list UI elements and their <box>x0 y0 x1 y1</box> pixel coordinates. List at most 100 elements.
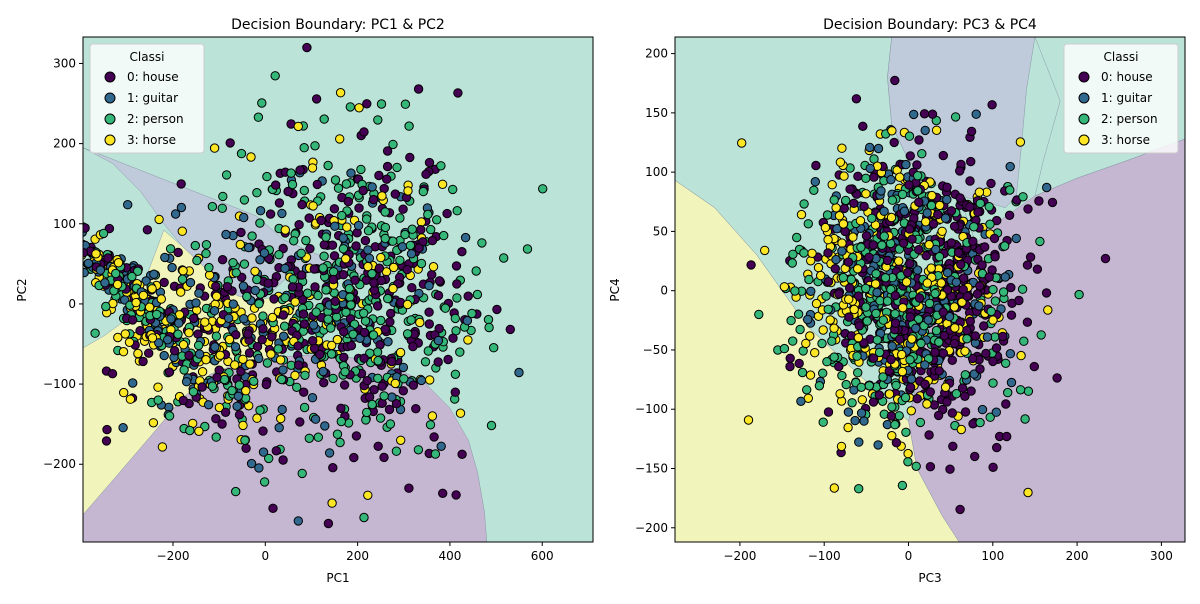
data-point <box>398 362 409 373</box>
data-point <box>911 461 921 471</box>
legend-marker-guitar <box>1078 92 1090 104</box>
data-point <box>448 333 458 343</box>
data-point <box>925 387 935 397</box>
data-point <box>176 202 187 213</box>
data-point <box>950 112 961 122</box>
data-point <box>339 327 349 337</box>
data-point <box>376 99 387 109</box>
data-point <box>244 242 254 253</box>
data-point <box>974 187 985 197</box>
data-point <box>259 248 270 258</box>
data-point <box>101 436 112 446</box>
data-point <box>113 258 124 268</box>
data-point <box>1000 272 1010 282</box>
data-point <box>430 449 441 459</box>
data-point <box>222 282 233 292</box>
data-point <box>848 232 858 242</box>
data-point <box>805 331 815 341</box>
data-point <box>986 178 996 189</box>
legend-marker-person <box>1078 113 1090 125</box>
data-point <box>972 289 983 299</box>
data-point <box>280 263 290 274</box>
data-point <box>299 387 309 397</box>
data-point <box>906 374 917 384</box>
data-point <box>853 333 864 343</box>
chart-pc1-pc2: −200 0 200 400 600 −200 −100 0 100 200 300 Decisio… <box>15 17 594 585</box>
data-point <box>165 244 176 254</box>
data-point <box>245 359 255 369</box>
data-point <box>302 288 313 298</box>
data-point <box>225 138 235 148</box>
data-point <box>266 349 276 359</box>
data-point <box>123 200 133 210</box>
data-point <box>886 175 896 185</box>
data-point <box>945 464 955 474</box>
data-point <box>276 413 286 424</box>
data-point <box>940 382 951 392</box>
data-point <box>796 209 807 220</box>
data-point <box>877 240 887 250</box>
data-point <box>841 379 851 390</box>
data-point <box>457 247 467 257</box>
data-point <box>874 390 884 400</box>
y-tick-label: 0 <box>68 297 76 311</box>
data-point <box>386 308 396 319</box>
data-point <box>926 263 936 273</box>
data-point <box>857 395 867 405</box>
data-point <box>827 180 837 190</box>
data-point <box>897 189 908 200</box>
data-point <box>327 498 337 508</box>
data-point <box>348 329 358 339</box>
data-point <box>968 236 978 247</box>
data-point <box>897 366 908 377</box>
data-point <box>297 270 307 280</box>
data-point <box>418 186 428 197</box>
data-point <box>799 199 809 209</box>
data-point <box>907 234 917 244</box>
legend-entry-horse: 3: horse <box>127 133 176 147</box>
data-point <box>163 335 173 345</box>
data-point <box>1029 361 1040 372</box>
data-point <box>321 285 331 295</box>
data-point <box>236 227 246 238</box>
data-point <box>217 255 228 265</box>
data-point <box>338 233 348 243</box>
data-point <box>268 503 278 513</box>
data-point <box>436 161 446 171</box>
data-point <box>853 291 864 301</box>
data-point <box>818 417 828 427</box>
data-point <box>793 309 804 319</box>
data-point <box>965 176 975 186</box>
data-point <box>938 348 948 358</box>
data-point <box>880 273 891 283</box>
data-point <box>118 423 128 433</box>
data-point <box>185 277 196 288</box>
data-point <box>383 337 393 347</box>
data-point <box>806 256 816 266</box>
plot-frame <box>82 36 594 543</box>
data-point <box>259 477 270 487</box>
data-point <box>402 329 413 339</box>
data-point <box>942 182 952 193</box>
data-point <box>231 330 241 340</box>
data-point <box>193 340 204 351</box>
data-point <box>988 356 998 367</box>
data-point <box>463 335 473 345</box>
data-point <box>416 225 426 235</box>
data-point <box>956 259 966 270</box>
data-point <box>377 381 387 391</box>
data-point <box>797 367 808 378</box>
data-point <box>295 165 305 175</box>
data-point <box>850 415 860 426</box>
data-point <box>257 335 267 345</box>
data-point <box>318 263 328 273</box>
data-point <box>959 273 969 283</box>
data-point <box>184 350 194 361</box>
data-point <box>353 220 364 231</box>
data-point <box>427 235 438 246</box>
data-point <box>304 433 314 443</box>
data-point <box>308 336 318 346</box>
data-point <box>831 203 841 213</box>
data-point <box>882 296 893 306</box>
data-point <box>298 309 309 319</box>
